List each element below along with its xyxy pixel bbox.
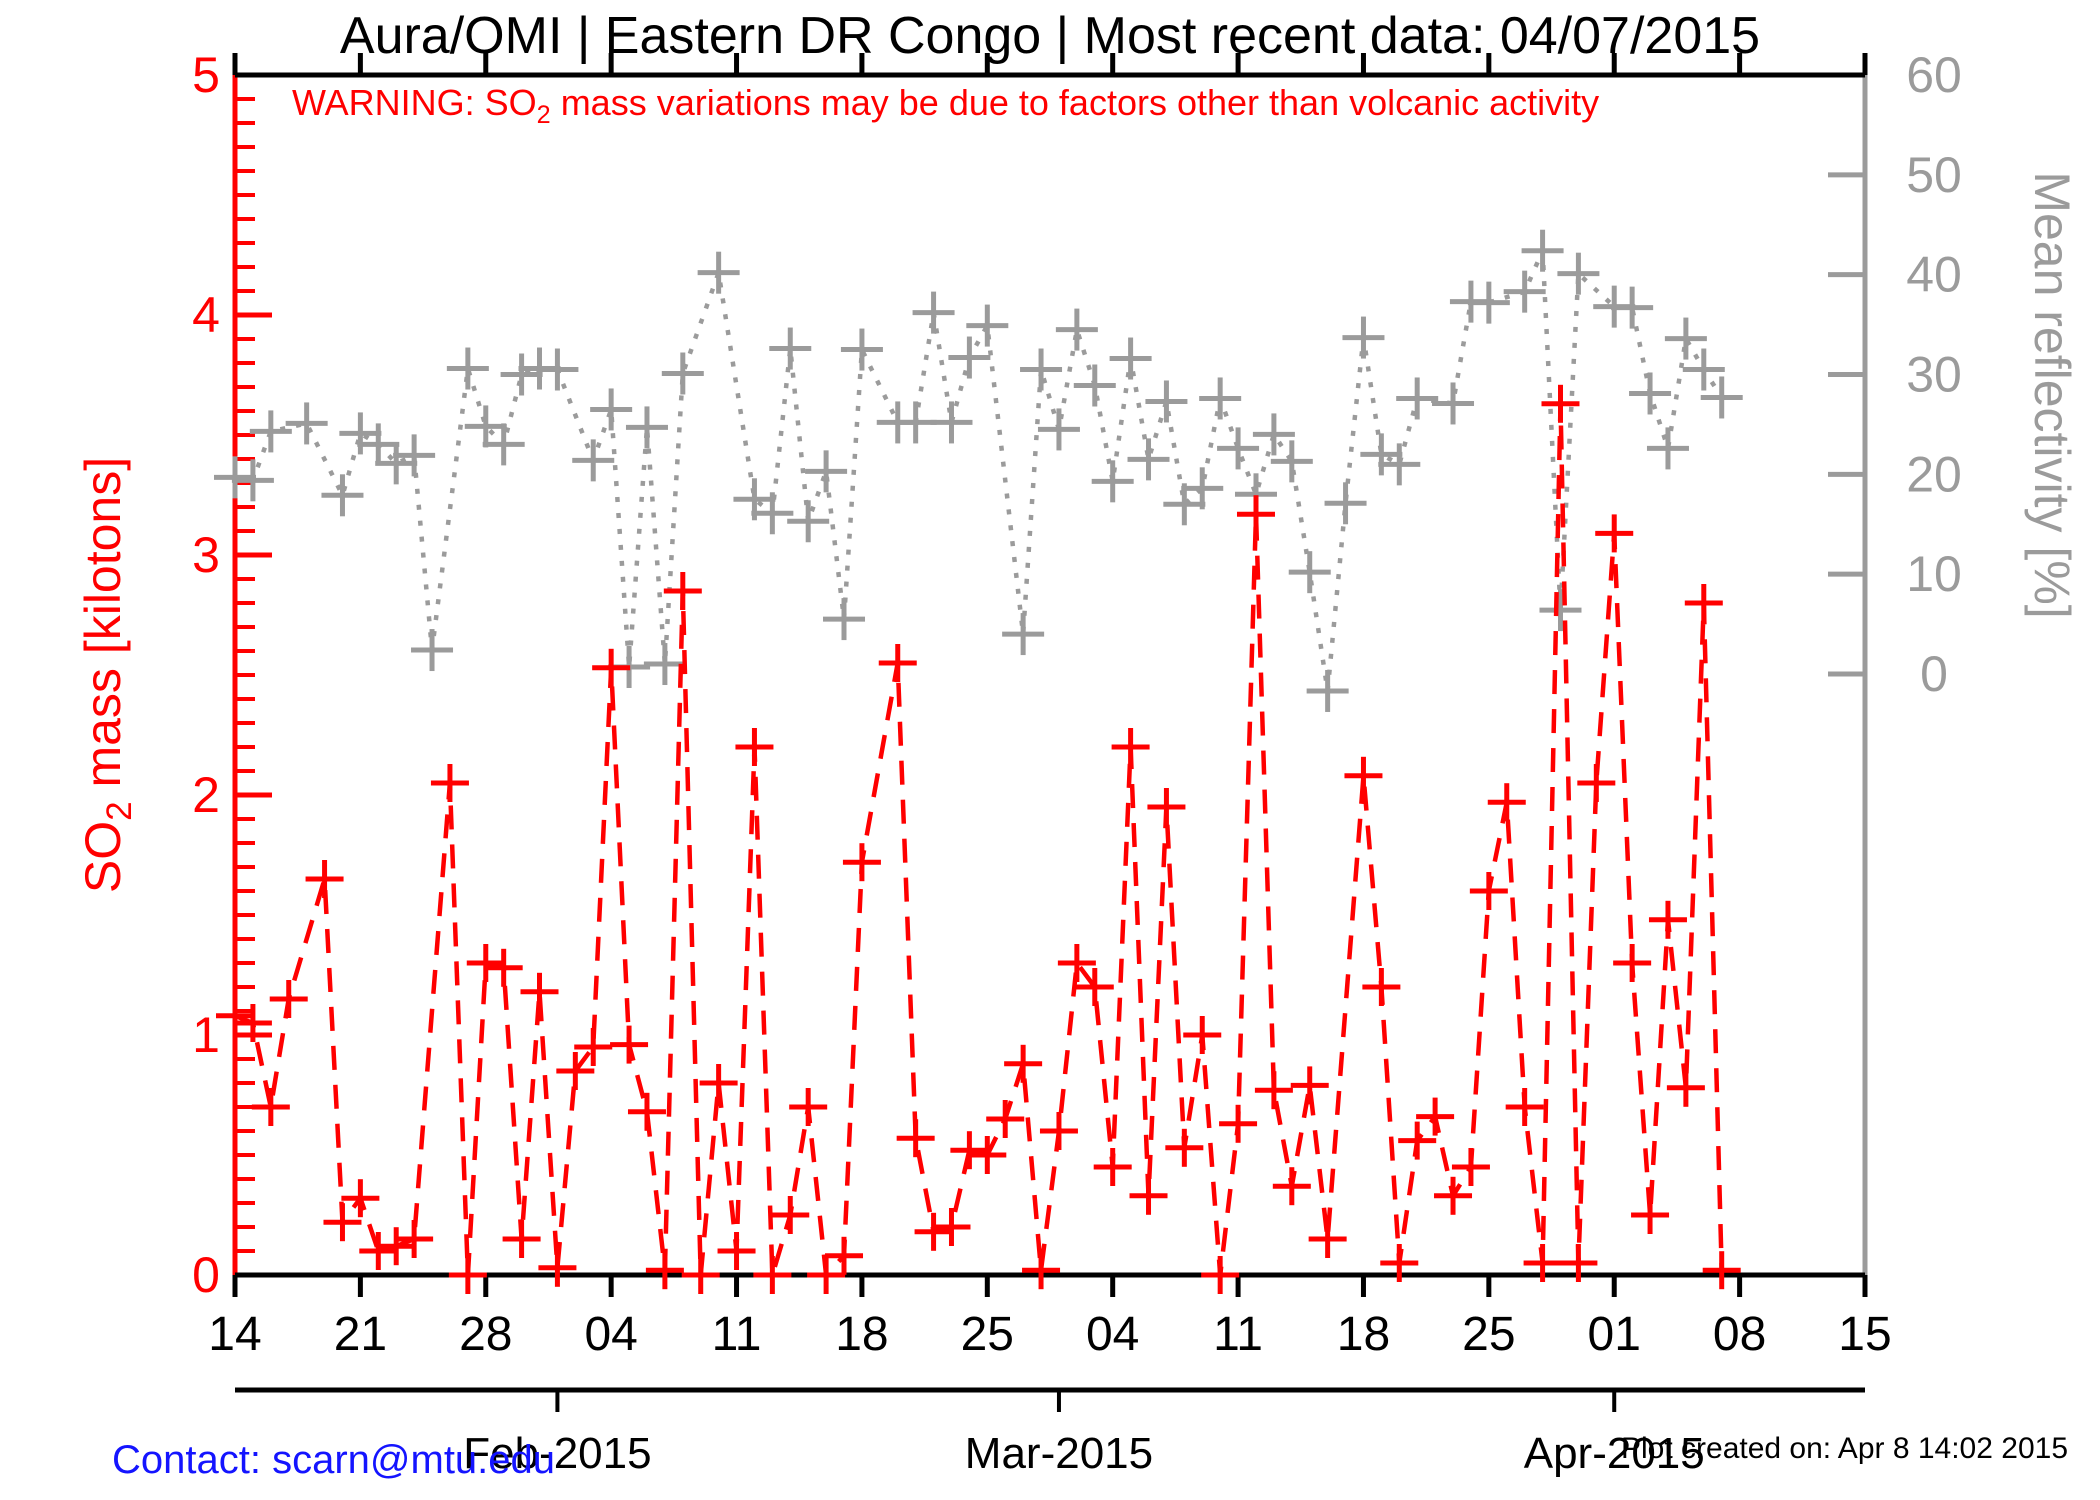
left-axis-tick-label: 5 [192,47,220,103]
right-axis-tick-label: 20 [1906,446,1962,502]
top-axis [232,53,1868,78]
reflectivity-series-markers [214,229,1743,712]
day-tick-label: 15 [1838,1308,1891,1361]
day-tick-label: 01 [1588,1308,1641,1361]
so2-series-line [234,403,1724,1281]
right-axis-tick-label: 0 [1920,646,1948,702]
day-tick-label: 04 [1086,1308,1139,1361]
left-axis-tick-label: 2 [192,767,220,823]
warning-text-pre: WARNING: SO [292,82,537,123]
right-axis-tick-label: 50 [1906,147,1962,203]
day-tick-label: 18 [1337,1308,1390,1361]
left-axis-so2: 0 1 2 3 4 5 [192,47,272,1303]
right-axis-tick-label: 60 [1906,47,1962,103]
month-tick-label: Feb-2015 [463,1429,651,1478]
reflectivity-series [214,229,1743,712]
day-tick-label: 18 [835,1308,888,1361]
day-tick-label: 04 [584,1308,637,1361]
month-tick-label: Apr-2015 [1524,1429,1705,1478]
plot-created-timestamp: Plot created on: Apr 8 14:02 2015 [1621,1432,2068,1465]
so2-series [216,384,1741,1294]
left-axis-tick-label: 1 [192,1007,220,1063]
day-tick-label: 28 [459,1308,512,1361]
day-tick-label: 11 [712,1308,762,1361]
day-tick-label: 21 [334,1308,387,1361]
left-axis-tick-label: 3 [192,527,220,583]
left-axis-tick-label: 4 [192,287,220,343]
right-axis-reflectivity: 0 10 20 30 40 50 60 [1828,47,1962,1275]
so2-series-markers [216,384,1741,1294]
right-axis-tick-label: 10 [1906,546,1962,602]
warning-subscript: 2 [536,101,551,130]
day-tick-label: 14 [208,1308,261,1361]
contact-link[interactable]: Contact: scarn@mtu.edu [112,1438,556,1482]
day-tick-label: 08 [1713,1308,1766,1361]
month-tick-label: Mar-2015 [965,1429,1153,1478]
right-axis-tick-label: 40 [1906,247,1962,303]
warning-annotation: WARNING: SO2 mass variations may be due … [292,82,1599,130]
chart-title: Aura/OMI | Eastern DR Congo | Most recen… [339,7,1761,65]
bottom-axis-days: 14 21 28 04 11 18 25 04 11 18 25 01 08 15 [208,1272,1892,1361]
month-axis: Feb-2015 Mar-2015 Apr-2015 [235,1387,1865,1478]
warning-text-post: mass variations may be due to factors ot… [550,82,1600,123]
day-tick-label: 11 [1213,1308,1263,1361]
left-axis-tick-label: 0 [192,1247,220,1303]
right-axis-tick-label: 30 [1906,347,1962,403]
reflectivity-series-line [234,249,1724,692]
day-tick-label: 25 [1462,1308,1515,1361]
day-tick-label: 25 [961,1308,1014,1361]
